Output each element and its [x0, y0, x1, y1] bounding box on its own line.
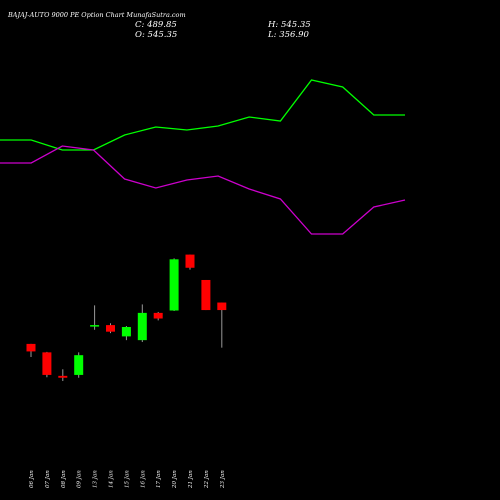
candle-body	[90, 325, 100, 327]
open-value: O: 545.35	[135, 30, 177, 40]
x-tick-label: 08 Jan	[61, 470, 67, 488]
chart-title: BAJAJ-AUTO 9000 PE Option Chart MunafaSu…	[7, 11, 186, 19]
x-axis-ticks: 06 Jan 07 Jan 08 Jan 09 Jan 13 Jan 14 Jan 15 J…	[29, 470, 226, 489]
x-tick-label: 23 Jan	[220, 470, 226, 489]
candle-body	[42, 352, 52, 375]
x-tick-label: 22 Jan	[204, 470, 210, 489]
indicator-line-2	[0, 145, 406, 235]
candle-body	[121, 326, 131, 337]
x-tick-label: 16 Jan	[140, 470, 146, 488]
indicator-lines	[0, 79, 406, 235]
x-tick-label: 06 Jan	[29, 470, 35, 488]
x-tick-label: 20 Jan	[172, 470, 178, 489]
candle-body	[106, 325, 115, 332]
x-tick-label: 09 Jan	[77, 470, 83, 488]
candle-body	[137, 312, 147, 341]
candle-body	[26, 343, 36, 352]
candle-body	[74, 355, 84, 375]
candle-body	[201, 279, 211, 311]
indicator-line-1	[0, 79, 405, 151]
x-tick-label: 07 Jan	[45, 470, 51, 488]
x-tick-label: 14 Jan	[109, 470, 115, 488]
low-value: L: 356.90	[267, 30, 310, 40]
candle-body	[185, 254, 195, 268]
x-tick-label: 17 Jan	[156, 470, 162, 488]
candle-body	[58, 375, 68, 378]
x-tick-label: 13 Jan	[93, 470, 99, 488]
close-value: C: 489.85	[135, 20, 177, 30]
x-tick-label: 21 Jan	[188, 470, 194, 489]
candle-body	[153, 312, 163, 319]
x-tick-label: 15 Jan	[124, 470, 130, 488]
candles	[26, 254, 227, 382]
candle-body	[169, 259, 179, 311]
candle-body	[217, 302, 227, 311]
high-value: H: 545.35	[267, 20, 311, 30]
